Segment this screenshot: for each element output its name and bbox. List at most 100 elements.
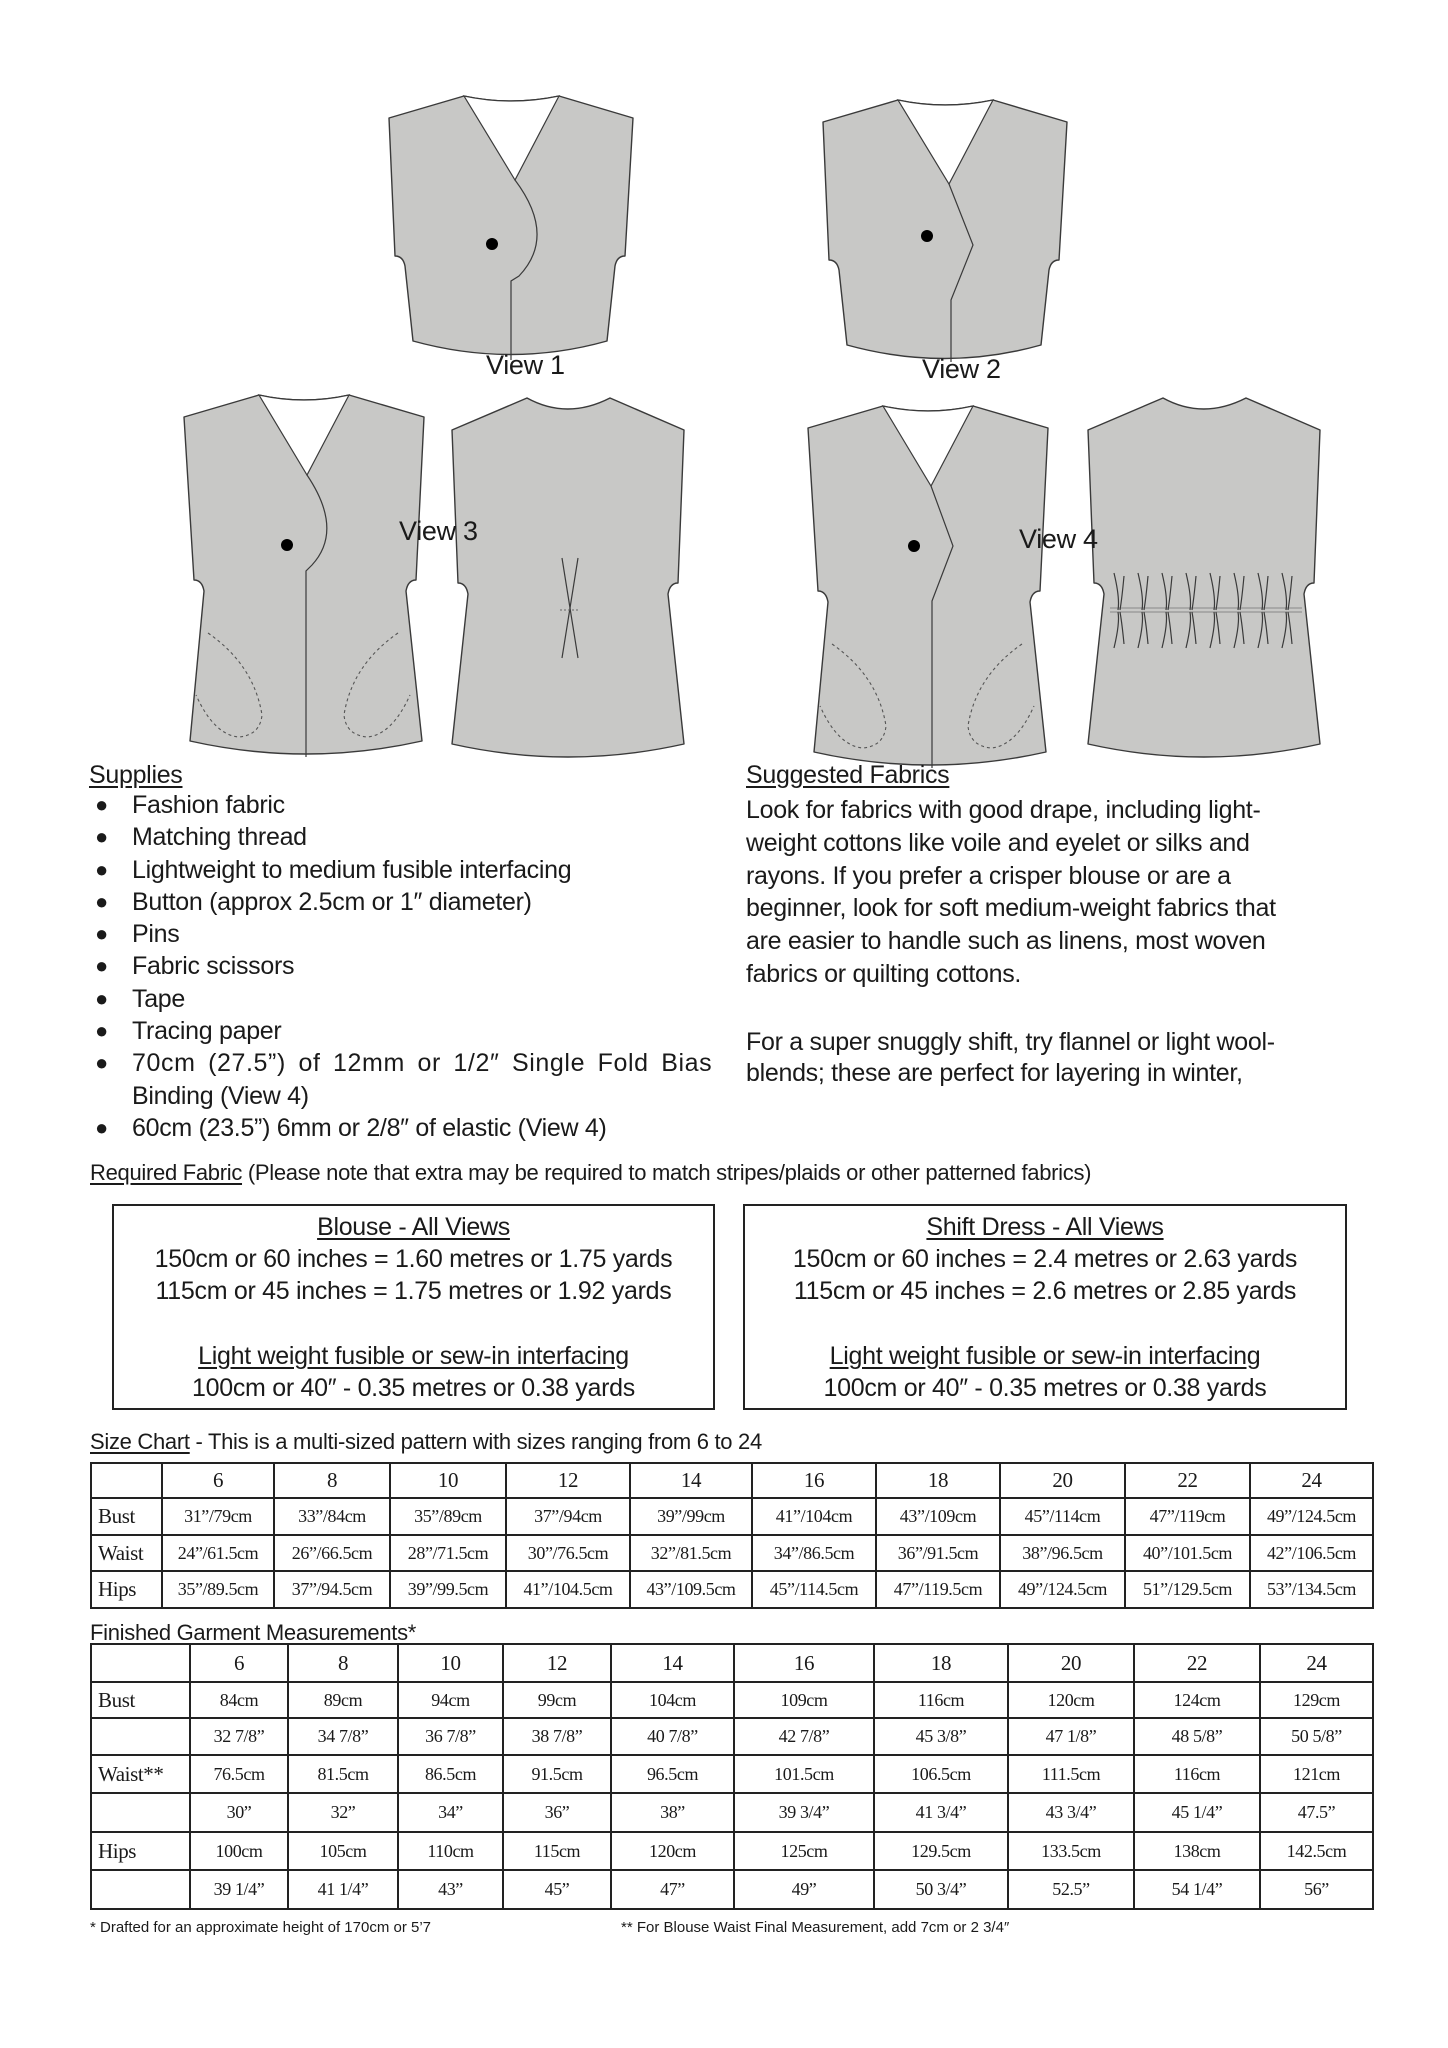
size-header: 8 [273,1462,391,1499]
size-header: 22 [1124,1462,1251,1499]
supply-item-label: Button (approx 2.5cm or 1″ diameter) [132,887,532,916]
measurement-cell: 37”/94.5cm [273,1570,391,1609]
gather-lines [1209,572,1221,649]
gather-lines [1233,572,1245,649]
row-label: Bust [90,1681,191,1719]
gather-lines [1281,572,1293,649]
measurement-cell: 28”/71.5cm [389,1534,507,1572]
bullet-icon: ● [95,953,108,979]
measurement-cell: 109cm [733,1681,875,1719]
header-row: 6 8 10 12 14 16 18 20 22 24 [90,1462,1374,1499]
footnote-height: * Drafted for an approximate height of 1… [90,1919,432,1936]
size-chart-heading: Size Chart [90,1429,190,1454]
measurement-cell: 84cm [189,1681,289,1719]
supply-item-label: 70cm (27.5”) of 12mm or 1/2″ Single Fold… [132,1049,713,1078]
required-fabric-heading: Required Fabric [90,1160,243,1185]
shift-box-line-1: 150cm or 60 inches = 2.4 metres or 2.63 … [792,1245,1298,1273]
measurement-cell: 51”/129.5cm [1124,1570,1251,1609]
measurement-cell: 47 1/8” [1007,1717,1135,1756]
suggested-fabrics-paragraph-2: For a super snuggly shift, try flannel o… [746,1027,1275,1089]
measurement-cell: 52.5” [1007,1869,1135,1910]
view-4-label: View 4 [1019,524,1098,554]
front-edge [305,474,328,757]
view-1-blouse [388,95,634,360]
view-3-dress-back [451,397,685,758]
gather-lines [1161,572,1173,649]
measurement-cell: 34 7/8” [287,1717,399,1756]
supply-item-label: Pins [132,920,180,949]
supply-item: ● Tracing paper [95,1015,712,1047]
measurement-cell: 41”/104.5cm [505,1570,631,1609]
measurement-cell: 106.5cm [873,1754,1009,1794]
paragraph-line: Look for fabrics with good drape, includ… [746,796,1261,824]
supply-item-label: Tape [132,984,186,1013]
measurement-cell: 38”/96.5cm [999,1534,1126,1572]
size-chart-title-line: Size Chart - This is a multi-sized patte… [90,1429,762,1455]
required-fabric-note: (Please note that extra may be required … [242,1160,1092,1185]
measurement-cell: 104cm [610,1681,735,1719]
measurement-cell: 43”/109cm [875,1497,1001,1536]
shift-box-line-2: 115cm or 45 inches = 2.6 metres or 2.85 … [793,1277,1297,1305]
measurement-cell: 45”/114.5cm [751,1570,877,1609]
row-label: Waist** [90,1754,191,1794]
measurement-cell: 30” [189,1792,289,1833]
pocket-right [343,632,411,738]
measurement-cell: 36 7/8” [397,1717,504,1756]
finished-title-line: Finished Garment Measurements* [90,1620,416,1646]
bullet-icon: ● [95,985,108,1011]
measurement-cell: 105cm [287,1831,399,1871]
table-row: 30” 32” 34” 36” 38” 39 3/4” 41 3/4” 43 3/4” 45 1… [90,1792,1374,1833]
measurement-cell: 39 1/4” [189,1869,289,1910]
bullet-icon: ● [95,921,108,947]
size-header: 24 [1259,1643,1374,1683]
size-header: 24 [1249,1462,1374,1499]
supply-item: Binding (View 4) [132,1080,712,1112]
blouse-interfacing-amount: 100cm or 40″ - 0.35 metres or 0.38 yards [192,1374,635,1402]
table-row: 32 7/8” 34 7/8” 36 7/8” 38 7/8” 40 7/8” 42 7/… [90,1717,1374,1756]
button-icon [486,238,498,250]
supply-item: ● Fabric scissors [95,950,712,982]
supply-item-label: Lightweight to medium fusible interfacin… [132,855,572,884]
required-fabric-line: Required Fabric (Please note that extra … [90,1160,1092,1186]
measurement-cell: 38 7/8” [502,1717,612,1756]
bullet-icon: ● [95,1114,108,1140]
measurement-cell: 115cm [502,1831,612,1871]
dart-right [561,557,579,659]
measurement-cell: 50 5/8” [1259,1717,1374,1756]
size-header: 18 [875,1462,1001,1499]
supplies-heading: Supplies [89,761,183,789]
measurement-cell: 41 3/4” [873,1792,1009,1833]
supply-item-label: Fashion fabric [132,791,285,819]
measurement-cell: 32” [287,1792,399,1833]
neckline [896,99,995,186]
measurement-cell: 94cm [397,1681,504,1719]
measurement-cell: 89cm [287,1681,399,1719]
row-label: Bust [90,1497,163,1536]
measurement-cell: 39 3/4” [733,1792,875,1833]
measurement-cell: 129.5cm [873,1831,1009,1871]
measurement-cell: 49”/124.5cm [1249,1497,1374,1536]
measurement-cell: 43”/109.5cm [629,1570,753,1609]
supply-item: ● 60cm (23.5”) 6mm or 2/8″ of elastic (Vi… [95,1112,712,1144]
paragraph-line: rayons. If you prefer a crisper blouse o… [746,861,1231,890]
view-4-dress-front [807,405,1049,768]
garment-outline [451,397,685,758]
measurement-cell: 101.5cm [733,1754,875,1794]
measurement-cell: 81.5cm [287,1754,399,1794]
measurement-cell: 42”/106.5cm [1249,1534,1374,1572]
measurement-cell: 116cm [1133,1754,1261,1794]
row-label [90,1717,191,1756]
supply-item-label: Fabric scissors [132,952,295,981]
size-header: 20 [999,1462,1126,1499]
blouse-box-title: Blouse - All Views [317,1213,510,1241]
gather-lines [1137,572,1149,649]
table-row: Bust 31”/79cm 33”/84cm 35”/89cm 37”/94cm 39”/… [90,1497,1374,1536]
measurement-cell: 43 3/4” [1007,1792,1135,1833]
view-3-label: View 3 [399,516,478,546]
suggested-fabrics-heading: Suggested Fabrics [746,761,950,789]
shift-interfacing-amount: 100cm or 40″ - 0.35 metres or 0.38 yards [823,1374,1267,1402]
size-header: 22 [1133,1643,1261,1683]
measurement-cell: 37”/94cm [505,1497,631,1536]
measurement-cell: 31”/79cm [161,1497,275,1536]
measurement-cell: 96.5cm [610,1754,735,1794]
